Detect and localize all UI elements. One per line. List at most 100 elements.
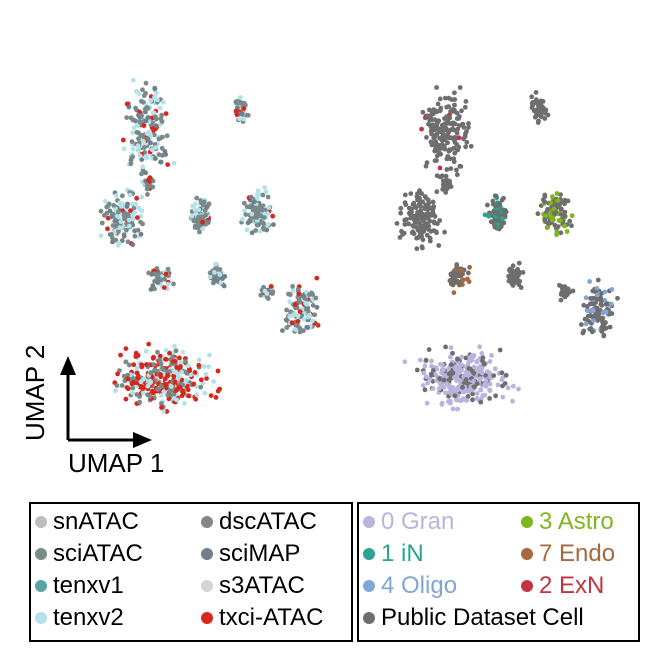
- scatter-point: [150, 283, 156, 289]
- scatter-point: [553, 210, 558, 215]
- legend-dot-icon: [521, 580, 533, 592]
- scatter-point: [471, 364, 477, 370]
- scatter-point: [162, 276, 168, 282]
- legend-dot-icon: [35, 548, 47, 560]
- scatter-point: [127, 192, 133, 198]
- scatter-point: [535, 100, 541, 106]
- scatter-point: [414, 235, 419, 241]
- scatter-point: [448, 121, 453, 126]
- scatter-point: [130, 390, 135, 395]
- scatter-point: [443, 186, 449, 192]
- scatter-point: [543, 213, 548, 219]
- scatter-point: [493, 393, 498, 399]
- scatter-point: [164, 409, 170, 414]
- scatter-point: [159, 405, 164, 410]
- scatter-point: [194, 392, 200, 398]
- scatter-point: [458, 164, 464, 169]
- umap1-arrow-icon: [133, 432, 152, 448]
- scatter-point: [101, 213, 107, 218]
- scatter-point: [136, 136, 141, 142]
- scatter-point: [413, 205, 419, 211]
- scatter-point: [437, 96, 443, 102]
- scatter-point: [132, 233, 138, 239]
- scatter-point: [457, 85, 463, 90]
- scatter-point: [452, 270, 457, 276]
- scatter-point: [443, 173, 449, 179]
- scatter-point: [435, 118, 441, 124]
- scatter-point: [251, 199, 257, 205]
- scatter-point: [260, 192, 266, 198]
- scatter-point: [208, 393, 214, 398]
- scatter-point: [603, 309, 609, 315]
- scatter-point: [569, 223, 574, 229]
- scatter-point: [183, 378, 189, 383]
- legend-label: 4 Oligo: [381, 572, 458, 599]
- scatter-point: [113, 193, 119, 199]
- scatter-point: [171, 160, 177, 166]
- scatter-point: [155, 349, 160, 355]
- scatter-point: [198, 200, 204, 206]
- scatter-point: [603, 301, 609, 307]
- scatter-point: [500, 394, 506, 400]
- scatter-point: [122, 216, 127, 222]
- scatter-point: [478, 387, 483, 392]
- scatter-point: [466, 270, 471, 276]
- scatter-point: [206, 364, 212, 370]
- scatter-point: [429, 363, 434, 369]
- scatter-point: [155, 269, 161, 275]
- scatter-point: [242, 208, 247, 214]
- scatter-point: [438, 146, 444, 151]
- scatter-point: [496, 209, 501, 215]
- scatter-point: [408, 215, 413, 221]
- scatter-point: [134, 123, 140, 128]
- scatter-point: [462, 104, 468, 110]
- scatter-point: [406, 221, 411, 227]
- scatter-point: [141, 139, 146, 144]
- scatter-point: [185, 363, 191, 369]
- scatter-point: [550, 194, 555, 200]
- scatter-point: [123, 346, 129, 351]
- scatter-point: [452, 393, 458, 399]
- scatter-point: [444, 381, 450, 387]
- scatter-point: [136, 205, 142, 211]
- scatter-point: [187, 368, 193, 373]
- scatter-point: [444, 156, 450, 162]
- scatter-point: [470, 397, 475, 403]
- scatter-point: [145, 106, 151, 111]
- scatter-point: [471, 378, 476, 384]
- scatter-point: [454, 116, 460, 121]
- scatter-point: [424, 374, 429, 380]
- scatter-point: [158, 393, 164, 398]
- scatter-point: [119, 383, 125, 388]
- scatter-point: [98, 208, 104, 214]
- scatter-point: [135, 143, 141, 149]
- scatter-point: [424, 135, 429, 140]
- scatter-point: [464, 129, 469, 134]
- scatter-point: [615, 295, 620, 301]
- scatter-point: [201, 364, 207, 369]
- scatter-point: [430, 386, 436, 391]
- scatter-point: [434, 189, 440, 195]
- legend-label: dscATAC: [219, 508, 317, 535]
- scatter-point: [130, 380, 136, 385]
- scatter-point: [565, 198, 571, 204]
- scatter-point: [174, 365, 180, 370]
- scatter-point: [130, 242, 136, 248]
- scatter-point: [474, 391, 480, 396]
- scatter-point: [150, 128, 156, 133]
- scatter-point: [171, 369, 177, 375]
- scatter-point: [141, 123, 147, 128]
- scatter-point: [171, 281, 176, 287]
- scatter-point: [173, 348, 179, 354]
- scatter-point: [165, 392, 171, 398]
- scatter-point: [105, 226, 110, 232]
- scatter-point: [448, 354, 453, 360]
- scatter-point: [531, 108, 537, 114]
- legend-entry: 2 ExN: [521, 572, 604, 600]
- scatter-point: [116, 242, 121, 248]
- scatter-point: [558, 297, 564, 303]
- scatter-point: [501, 220, 507, 226]
- scatter-point: [197, 229, 202, 235]
- scatter-point: [426, 212, 431, 217]
- scatter-point: [153, 123, 159, 128]
